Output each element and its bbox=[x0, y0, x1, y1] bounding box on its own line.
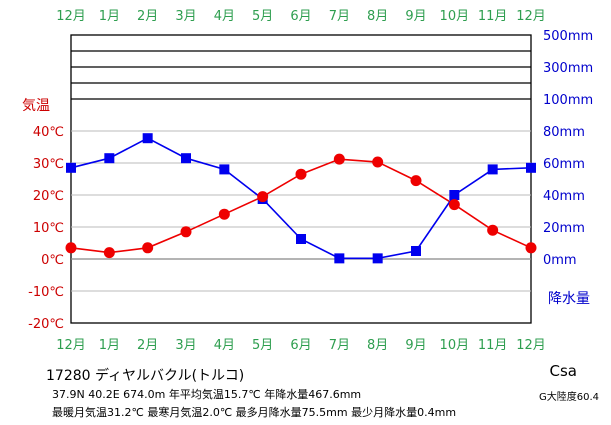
koppen-climate-code: Csa bbox=[549, 362, 577, 380]
month-label: 8月 bbox=[367, 338, 388, 353]
temperature-point bbox=[257, 191, 269, 203]
precipitation-point bbox=[181, 153, 191, 164]
month-label: 5月 bbox=[252, 338, 273, 353]
temperature-point bbox=[180, 226, 192, 238]
month-label: 12月 bbox=[56, 338, 86, 353]
temperature-point bbox=[333, 153, 345, 165]
plot-frame bbox=[70, 34, 532, 324]
temperature-point bbox=[295, 168, 307, 180]
month-label: 4月 bbox=[214, 9, 235, 24]
precipitation-point bbox=[219, 164, 230, 175]
temperature-tick-label: 20℃ bbox=[33, 189, 64, 204]
precipitation-point bbox=[411, 246, 421, 256]
temperature-point bbox=[487, 224, 499, 236]
chart-grid bbox=[70, 34, 532, 324]
month-label: 7月 bbox=[329, 9, 350, 24]
month-label: 12月 bbox=[56, 9, 86, 24]
precipitation-tick-label: 40mm bbox=[543, 189, 585, 204]
precipitation-point bbox=[334, 253, 345, 264]
month-label: 10月 bbox=[440, 338, 470, 353]
precipitation-point bbox=[372, 253, 383, 264]
precipitation-point bbox=[104, 153, 115, 164]
precipitation-tick-label: 20mm bbox=[543, 221, 585, 236]
top-month-labels: 12月 1月 2月 3月 4月 5月 6月 7月 8月 9月 10月 11月 12月 bbox=[56, 9, 546, 24]
month-label: 2月 bbox=[137, 338, 158, 353]
temperature-tick-label: 30℃ bbox=[33, 157, 64, 172]
month-label: 12月 bbox=[516, 338, 546, 353]
precipitation-axis-label: 降水量 bbox=[548, 291, 590, 307]
precipitation-tick-label: 0mm bbox=[543, 253, 577, 268]
temperature-point bbox=[372, 156, 384, 168]
continentality-index: G大陸度60.4 bbox=[538, 392, 599, 403]
station-name: 17280 ディヤルバクル(トルコ) bbox=[46, 368, 245, 384]
precipitation-point bbox=[296, 234, 306, 244]
precipitation-point bbox=[449, 190, 460, 200]
chart-series bbox=[65, 133, 537, 264]
month-label: 9月 bbox=[405, 9, 426, 24]
month-label: 9月 bbox=[405, 338, 426, 353]
temperature-tick-label: -10℃ bbox=[28, 285, 64, 300]
temperature-tick-label: 0℃ bbox=[41, 253, 64, 268]
month-label: 2月 bbox=[137, 9, 158, 24]
bottom-month-labels: 12月 1月 2月 3月 4月 5月 6月 7月 8月 9月 10月 11月 12月 bbox=[56, 338, 546, 353]
month-label: 12月 bbox=[516, 9, 546, 24]
precipitation-point bbox=[66, 162, 76, 173]
temperature-point bbox=[218, 208, 230, 220]
temperature-axis-label: 気温 bbox=[22, 98, 50, 114]
temperature-tick-label: 10℃ bbox=[33, 221, 64, 236]
precipitation-tick-label: 500mm bbox=[543, 29, 593, 44]
month-label: 3月 bbox=[175, 9, 196, 24]
month-label: 7月 bbox=[329, 338, 350, 353]
month-label: 10月 bbox=[440, 9, 470, 24]
temperature-tick-label: 40℃ bbox=[33, 125, 64, 140]
temperature-point bbox=[525, 242, 537, 254]
month-label: 8月 bbox=[367, 9, 388, 24]
precipitation-tick-label: 80mm bbox=[543, 125, 585, 140]
precipitation-point bbox=[526, 162, 536, 173]
precipitation-tick-label: 100mm bbox=[543, 93, 593, 108]
precipitation-tick-label: 60mm bbox=[543, 157, 585, 172]
month-label: 11月 bbox=[478, 338, 508, 353]
station-summary-line2: 最暖月気温31.2℃ 最寒月気温2.0℃ 最多月降水量75.5mm 最少月降水量… bbox=[52, 406, 457, 419]
precipitation-axis-ticks: 0mm 20mm 40mm 60mm 80mm 100mm 300mm 500mm bbox=[543, 29, 593, 268]
temperature-point bbox=[142, 242, 154, 254]
temperature-point bbox=[65, 242, 77, 254]
precipitation-point bbox=[487, 164, 498, 175]
month-label: 5月 bbox=[252, 9, 273, 24]
station-summary-line1: 37.9N 40.2E 674.0m 年平均気温15.7℃ 年降水量467.6m… bbox=[52, 388, 362, 401]
temperature-tick-label: -20℃ bbox=[28, 317, 64, 332]
month-label: 1月 bbox=[99, 9, 120, 24]
month-label: 11月 bbox=[478, 9, 508, 24]
temperature-point bbox=[448, 199, 460, 211]
precipitation-point bbox=[142, 133, 153, 144]
temperature-point bbox=[410, 175, 422, 187]
month-label: 3月 bbox=[175, 338, 196, 353]
temperature-point bbox=[103, 247, 115, 259]
month-label: 1月 bbox=[99, 338, 120, 353]
temperature-axis-ticks: 40℃ 30℃ 20℃ 10℃ 0℃ -10℃ -20℃ bbox=[28, 125, 64, 332]
month-label: 6月 bbox=[290, 338, 311, 353]
precipitation-tick-label: 300mm bbox=[543, 61, 593, 76]
month-label: 4月 bbox=[214, 338, 235, 353]
month-label: 6月 bbox=[290, 9, 311, 24]
